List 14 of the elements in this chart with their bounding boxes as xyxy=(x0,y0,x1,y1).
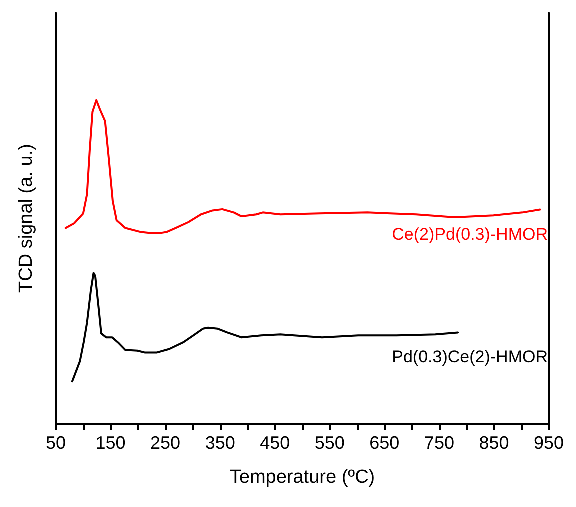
x-tick-label: 250 xyxy=(150,433,181,453)
x-tick-label: 750 xyxy=(424,433,454,453)
x-tick-label: 350 xyxy=(205,433,236,453)
x-tick-label: 550 xyxy=(314,433,345,453)
x-tick-label: 150 xyxy=(96,433,126,453)
x-axis-title: Temperature (ºC) xyxy=(230,467,376,488)
x-tick-label: 50 xyxy=(46,433,66,453)
x-tick-label: 950 xyxy=(534,433,564,453)
x-tick-label: 450 xyxy=(260,433,290,453)
series-label: Pd(0.3)Ce(2)-HMOR xyxy=(392,348,548,367)
x-tick-label: 650 xyxy=(370,433,400,453)
series-label: Ce(2)Pd(0.3)-HMOR xyxy=(392,224,548,244)
x-tick-label: 850 xyxy=(479,433,510,453)
y-axis-title: TCD signal (a. u.) xyxy=(16,144,37,293)
